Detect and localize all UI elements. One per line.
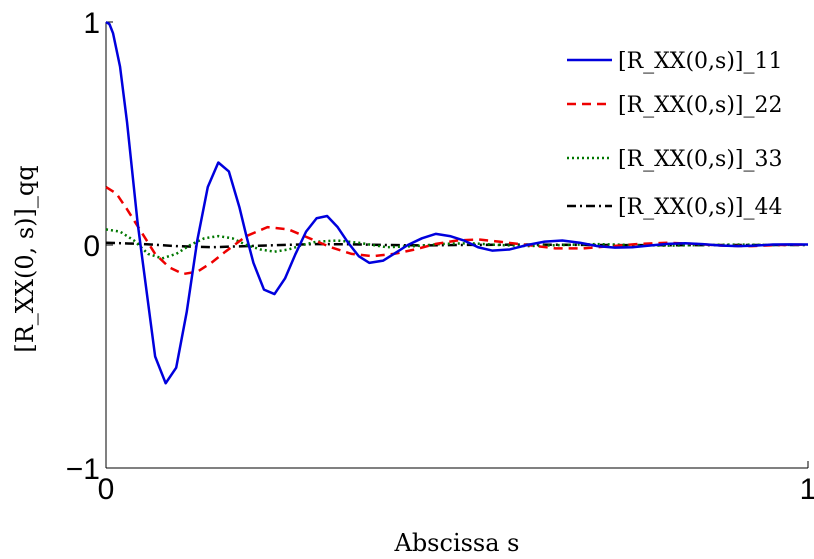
- legend-label-4: [R_XX(0,s)]_44: [618, 195, 783, 220]
- series-line-2: [105, 185, 809, 276]
- y-tick-label: 0: [83, 230, 100, 263]
- x-tick-label: 0: [98, 473, 115, 506]
- legend: [R_XX(0,s)]_11 [R_XX(0,s)]_22 [R_XX(0,s)]_…: [567, 49, 783, 220]
- legend-label-1: [R_XX(0,s)]_11: [618, 49, 783, 74]
- y-tick-label: 1: [83, 7, 100, 40]
- tick-labels: 0 1−101: [66, 7, 814, 506]
- y-axis-label: [R_XX(0, s)]_qq: [11, 165, 39, 352]
- x-tick-label: 1: [800, 473, 814, 506]
- legend-label-2: [R_XX(0,s)]_22: [618, 93, 783, 118]
- y-axis-label-text: [R_XX(0, s)]_qq: [11, 165, 39, 352]
- series-line-1: [105, 20, 809, 385]
- plot-area: [105, 20, 809, 469]
- x-axis-label-text: Abscissa s: [393, 529, 519, 557]
- y-tick-label: −1: [66, 453, 100, 486]
- legend-label-3: [R_XX(0,s)]_33: [618, 147, 783, 172]
- x-axis-label: Abscissa s: [393, 529, 519, 557]
- series-layer: [105, 20, 809, 385]
